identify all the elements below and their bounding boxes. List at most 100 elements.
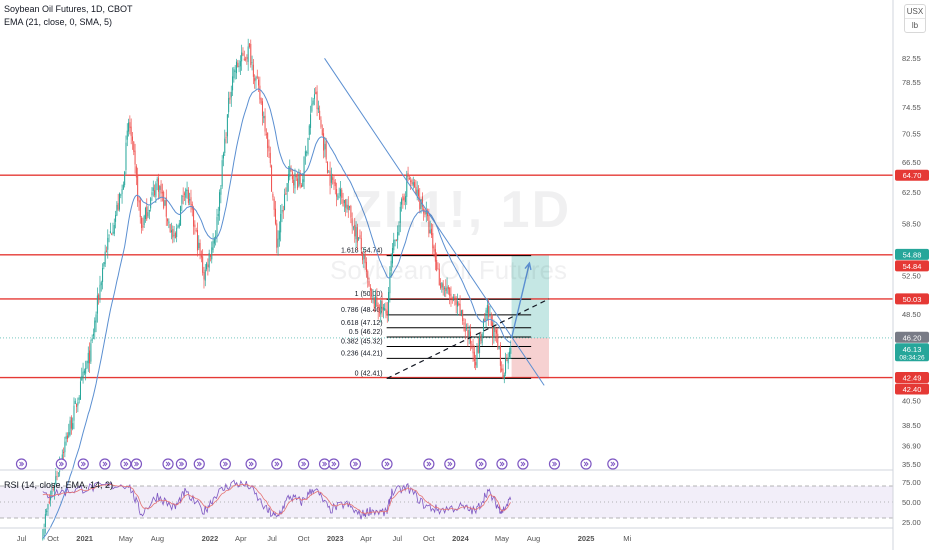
time-tick-label: 2022 — [202, 534, 219, 543]
candle-body — [429, 229, 431, 234]
candle-body — [220, 187, 222, 195]
candle-body — [247, 46, 249, 62]
candle-body — [507, 357, 509, 364]
event-marker-glyph — [102, 461, 108, 467]
candle-body — [502, 368, 504, 378]
candle-body — [408, 177, 410, 180]
event-marker-glyph — [331, 461, 337, 467]
candle-body — [286, 183, 288, 192]
candle-body — [89, 350, 91, 364]
rsi-pane — [42, 479, 512, 520]
candle-body — [328, 171, 330, 173]
candle-body — [251, 62, 253, 64]
candle-body — [455, 298, 457, 305]
candle-body — [397, 232, 399, 241]
candle-body — [255, 77, 257, 81]
candle-body — [291, 172, 293, 180]
rsi-legend[interactable]: RSI (14, close, EMA, 14, 2) — [4, 480, 114, 490]
candle-body — [371, 289, 373, 297]
time-tick-label: 2025 — [578, 534, 595, 543]
price-tick-label: 66.50 — [902, 158, 921, 167]
candle-body — [78, 397, 80, 400]
candle-body — [311, 103, 313, 112]
candle-body — [354, 224, 356, 237]
candle-body — [200, 254, 202, 258]
candle-body — [319, 110, 321, 120]
candle-body — [421, 196, 423, 207]
candle-body — [467, 330, 469, 337]
candle-body — [212, 241, 214, 251]
time-tick-label: Aug — [527, 534, 540, 543]
candle-body — [482, 319, 484, 331]
candle-body — [151, 192, 153, 196]
candle-body — [51, 490, 53, 495]
candle-body — [56, 475, 58, 477]
candle-body — [419, 196, 421, 209]
candle-body — [350, 206, 352, 218]
price-badge-label: 46.20 — [903, 333, 922, 342]
candle-body — [277, 238, 279, 248]
candle-body — [122, 184, 124, 190]
candle-body — [416, 189, 418, 197]
candle-body — [187, 189, 189, 203]
price-badge-label: 54.88 — [903, 250, 922, 259]
candle-body — [347, 205, 349, 211]
candle-body — [385, 309, 387, 314]
event-marker-glyph — [165, 461, 171, 467]
price-tick-label: 62.50 — [902, 188, 921, 197]
candle-body — [428, 214, 430, 234]
event-marker-glyph — [80, 461, 86, 467]
symbol-legend[interactable]: Soybean Oil Futures, 1D, CBOT — [4, 4, 133, 14]
event-marker-glyph — [196, 461, 202, 467]
candle-body — [190, 197, 192, 206]
candle-body — [388, 292, 390, 315]
event-marker-glyph — [426, 461, 432, 467]
candle-body — [486, 305, 488, 313]
event-marker-glyph — [384, 461, 390, 467]
candle-body — [336, 189, 338, 197]
candle-body — [155, 183, 157, 197]
price-badge — [895, 248, 929, 260]
candle-body — [434, 249, 436, 262]
candle-body — [139, 200, 141, 218]
candle-body — [125, 142, 127, 170]
candle-body — [148, 209, 150, 212]
time-tick-label: 2023 — [327, 534, 344, 543]
candle-body — [390, 260, 392, 272]
candle-body — [233, 69, 235, 79]
event-marker-glyph — [478, 461, 484, 467]
candle-body — [225, 137, 227, 138]
candle-body — [128, 122, 130, 132]
candle-body — [484, 318, 486, 322]
candle-body — [485, 310, 487, 320]
candle-body — [260, 98, 262, 104]
candle-body — [380, 300, 382, 315]
candle-body — [73, 405, 75, 421]
candle-body — [167, 218, 169, 222]
candle-body — [393, 239, 395, 251]
time-tick-label: 2021 — [76, 534, 93, 543]
candle-body — [506, 360, 508, 362]
candle-body — [438, 268, 440, 286]
candle-body — [206, 263, 208, 270]
event-marker-glyph — [123, 461, 129, 467]
candle-body — [417, 189, 419, 197]
candle-body — [76, 403, 78, 407]
candle-body — [126, 130, 128, 140]
candle-body — [420, 199, 422, 209]
fibonacci-levels: 0 (42.41) 0.236 (44.21) 0.382 (45.32) 0.5 (… — [341, 248, 532, 379]
candle-body — [337, 195, 339, 200]
ema-legend[interactable]: EMA (21, close, 0, SMA, 5) — [4, 17, 113, 27]
candle-body — [375, 295, 377, 308]
candle-body — [208, 252, 210, 268]
candle-body — [42, 537, 44, 539]
time-tick-label: May — [495, 534, 509, 543]
candle-body — [169, 224, 171, 233]
candle-body — [256, 76, 258, 78]
fib-label: 0.618 (47.12) — [341, 320, 383, 327]
candle-body — [228, 98, 230, 113]
candle-body — [472, 344, 474, 354]
candle-body — [85, 368, 87, 374]
unit-selector[interactable]: USX lb — [904, 4, 926, 33]
